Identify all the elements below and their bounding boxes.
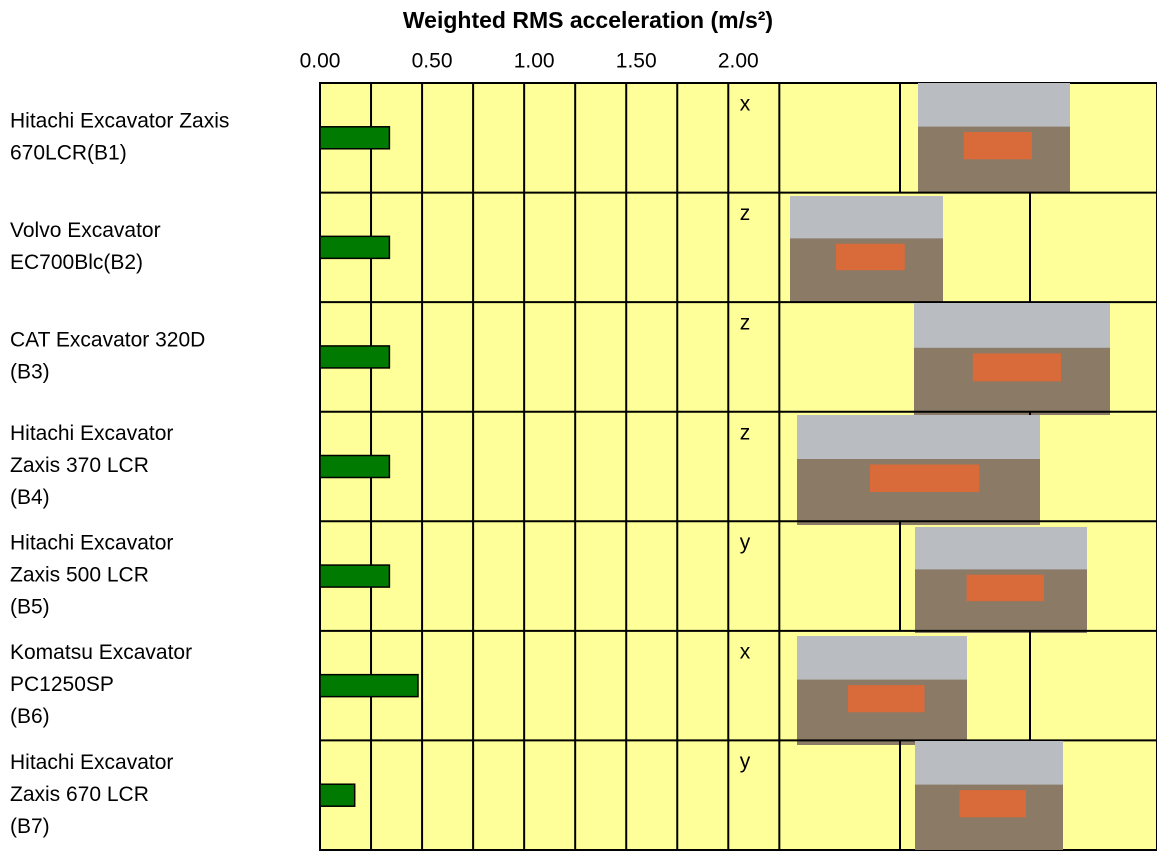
axis-annotation: z [740, 312, 751, 335]
bar [319, 126, 391, 150]
x-tick-label: 2.00 [718, 50, 759, 73]
x-tick-label: 1.50 [616, 50, 657, 73]
bar [319, 235, 391, 260]
photo-machine [959, 790, 1026, 818]
photo-machine [972, 353, 1061, 382]
category-label: Hitachi Excavator [10, 751, 173, 774]
category-label: Hitachi Excavator [10, 422, 173, 445]
category-label: Hitachi Excavator Zaxis [10, 109, 229, 132]
category-label: (B4) [10, 486, 50, 509]
photo-sky [914, 303, 1110, 348]
photo-machine [966, 574, 1044, 602]
photo-machine [963, 132, 1032, 160]
category-label: EC700Blc(B2) [10, 251, 143, 274]
x-tick-label: 0.50 [412, 50, 453, 73]
category-label: CAT Excavator 320D [10, 328, 205, 351]
photo-sky [918, 83, 1070, 127]
x-tick-label: 0.00 [300, 50, 341, 73]
bar [319, 454, 391, 479]
category-label: Zaxis 370 LCR [10, 454, 149, 477]
photo-sky [797, 415, 1040, 459]
category-label: Komatsu Excavator [10, 641, 192, 664]
category-label: (B5) [10, 596, 50, 619]
bar [319, 783, 356, 807]
axis-annotation: x [740, 640, 751, 663]
photo-machine [848, 685, 925, 713]
photo-sky [790, 196, 943, 239]
axis-annotation: y [740, 531, 751, 554]
category-label: Zaxis 670 LCR [10, 783, 149, 806]
axis-annotation: z [740, 202, 751, 225]
bar [319, 564, 391, 588]
category-label: (B7) [10, 815, 50, 838]
category-label: PC1250SP [10, 673, 114, 696]
bar [319, 345, 391, 369]
photo-machine [835, 243, 905, 271]
category-label: Volvo Excavator [10, 219, 161, 242]
category-label: 670LCR(B1) [10, 141, 127, 164]
axis-annotation: y [740, 750, 751, 773]
axis-annotation: x [740, 93, 751, 116]
axis-annotation: z [740, 421, 751, 444]
category-label: Zaxis 500 LCR [10, 564, 149, 587]
category-label: Hitachi Excavator [10, 532, 173, 555]
category-label: (B6) [10, 705, 50, 728]
photo-sky [915, 741, 1063, 785]
photo-machine [869, 464, 980, 492]
bar [319, 673, 419, 698]
photo-sky [915, 527, 1087, 570]
photo-sky [797, 636, 967, 680]
x-tick-label: 1.00 [514, 50, 555, 73]
chart-title: Weighted RMS acceleration (m/s²) [403, 7, 773, 33]
category-label: (B3) [10, 360, 50, 383]
